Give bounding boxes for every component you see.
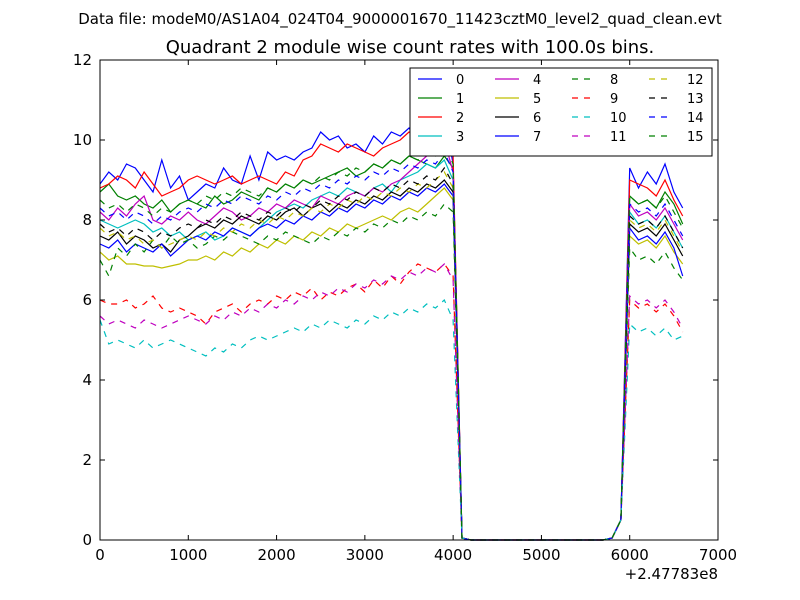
x-tick-label: 2000	[257, 546, 295, 564]
series-line-9	[99, 263, 684, 541]
legend-label-5: 5	[533, 92, 541, 107]
y-tick-label: 4	[82, 371, 92, 389]
y-tick-label: 8	[82, 211, 92, 229]
y-tick-label: 0	[82, 531, 92, 549]
y-tick-label: 6	[82, 291, 92, 309]
series-line-2	[99, 122, 684, 541]
x-axis-offset-label: +2.47783e8	[625, 565, 718, 583]
legend-label-0: 0	[456, 73, 464, 88]
series-line-6	[99, 179, 684, 541]
x-tick-label: 7000	[699, 546, 737, 564]
x-tick-label: 6000	[611, 546, 649, 564]
legend-label-9: 9	[610, 92, 618, 107]
legend-label-13: 13	[687, 92, 704, 107]
series-line-10	[99, 298, 683, 541]
x-tick-label: 3000	[346, 546, 384, 564]
series-line-11	[99, 263, 684, 541]
y-tick-label: 12	[73, 51, 92, 69]
series-line-7	[99, 183, 684, 541]
legend-label-2: 2	[456, 111, 464, 126]
chart-title: Quadrant 2 module wise count rates with …	[166, 37, 655, 58]
legend-label-4: 4	[533, 73, 541, 88]
y-tick-label: 2	[82, 451, 92, 469]
x-tick-label: 5000	[522, 546, 560, 564]
series-line-12	[99, 171, 684, 541]
legend-label-15: 15	[687, 130, 704, 145]
legend-label-11: 11	[610, 130, 627, 145]
series-line-8	[99, 203, 684, 541]
legend-label-1: 1	[456, 92, 464, 107]
legend-box	[409, 67, 713, 157]
series-line-15	[99, 142, 684, 541]
legend-label-3: 3	[456, 130, 464, 145]
legend-label-10: 10	[610, 111, 627, 126]
series-line-14	[99, 150, 684, 541]
legend-label-12: 12	[687, 73, 704, 88]
data-file-label: Data file: modeM0/AS1A04_024T04_90000016…	[78, 10, 722, 29]
legend-label-8: 8	[610, 73, 618, 88]
x-tick-label: 4000	[434, 546, 472, 564]
series-line-13	[99, 166, 684, 541]
x-tick-label: 0	[95, 546, 105, 564]
series-lines	[99, 114, 684, 541]
legend-label-7: 7	[533, 130, 541, 145]
legend-label-14: 14	[687, 111, 704, 126]
x-tick-label: 1000	[169, 546, 207, 564]
series-line-3	[99, 158, 684, 541]
legend-label-6: 6	[533, 111, 541, 126]
y-tick-label: 10	[73, 131, 92, 149]
series-line-0	[99, 114, 684, 541]
